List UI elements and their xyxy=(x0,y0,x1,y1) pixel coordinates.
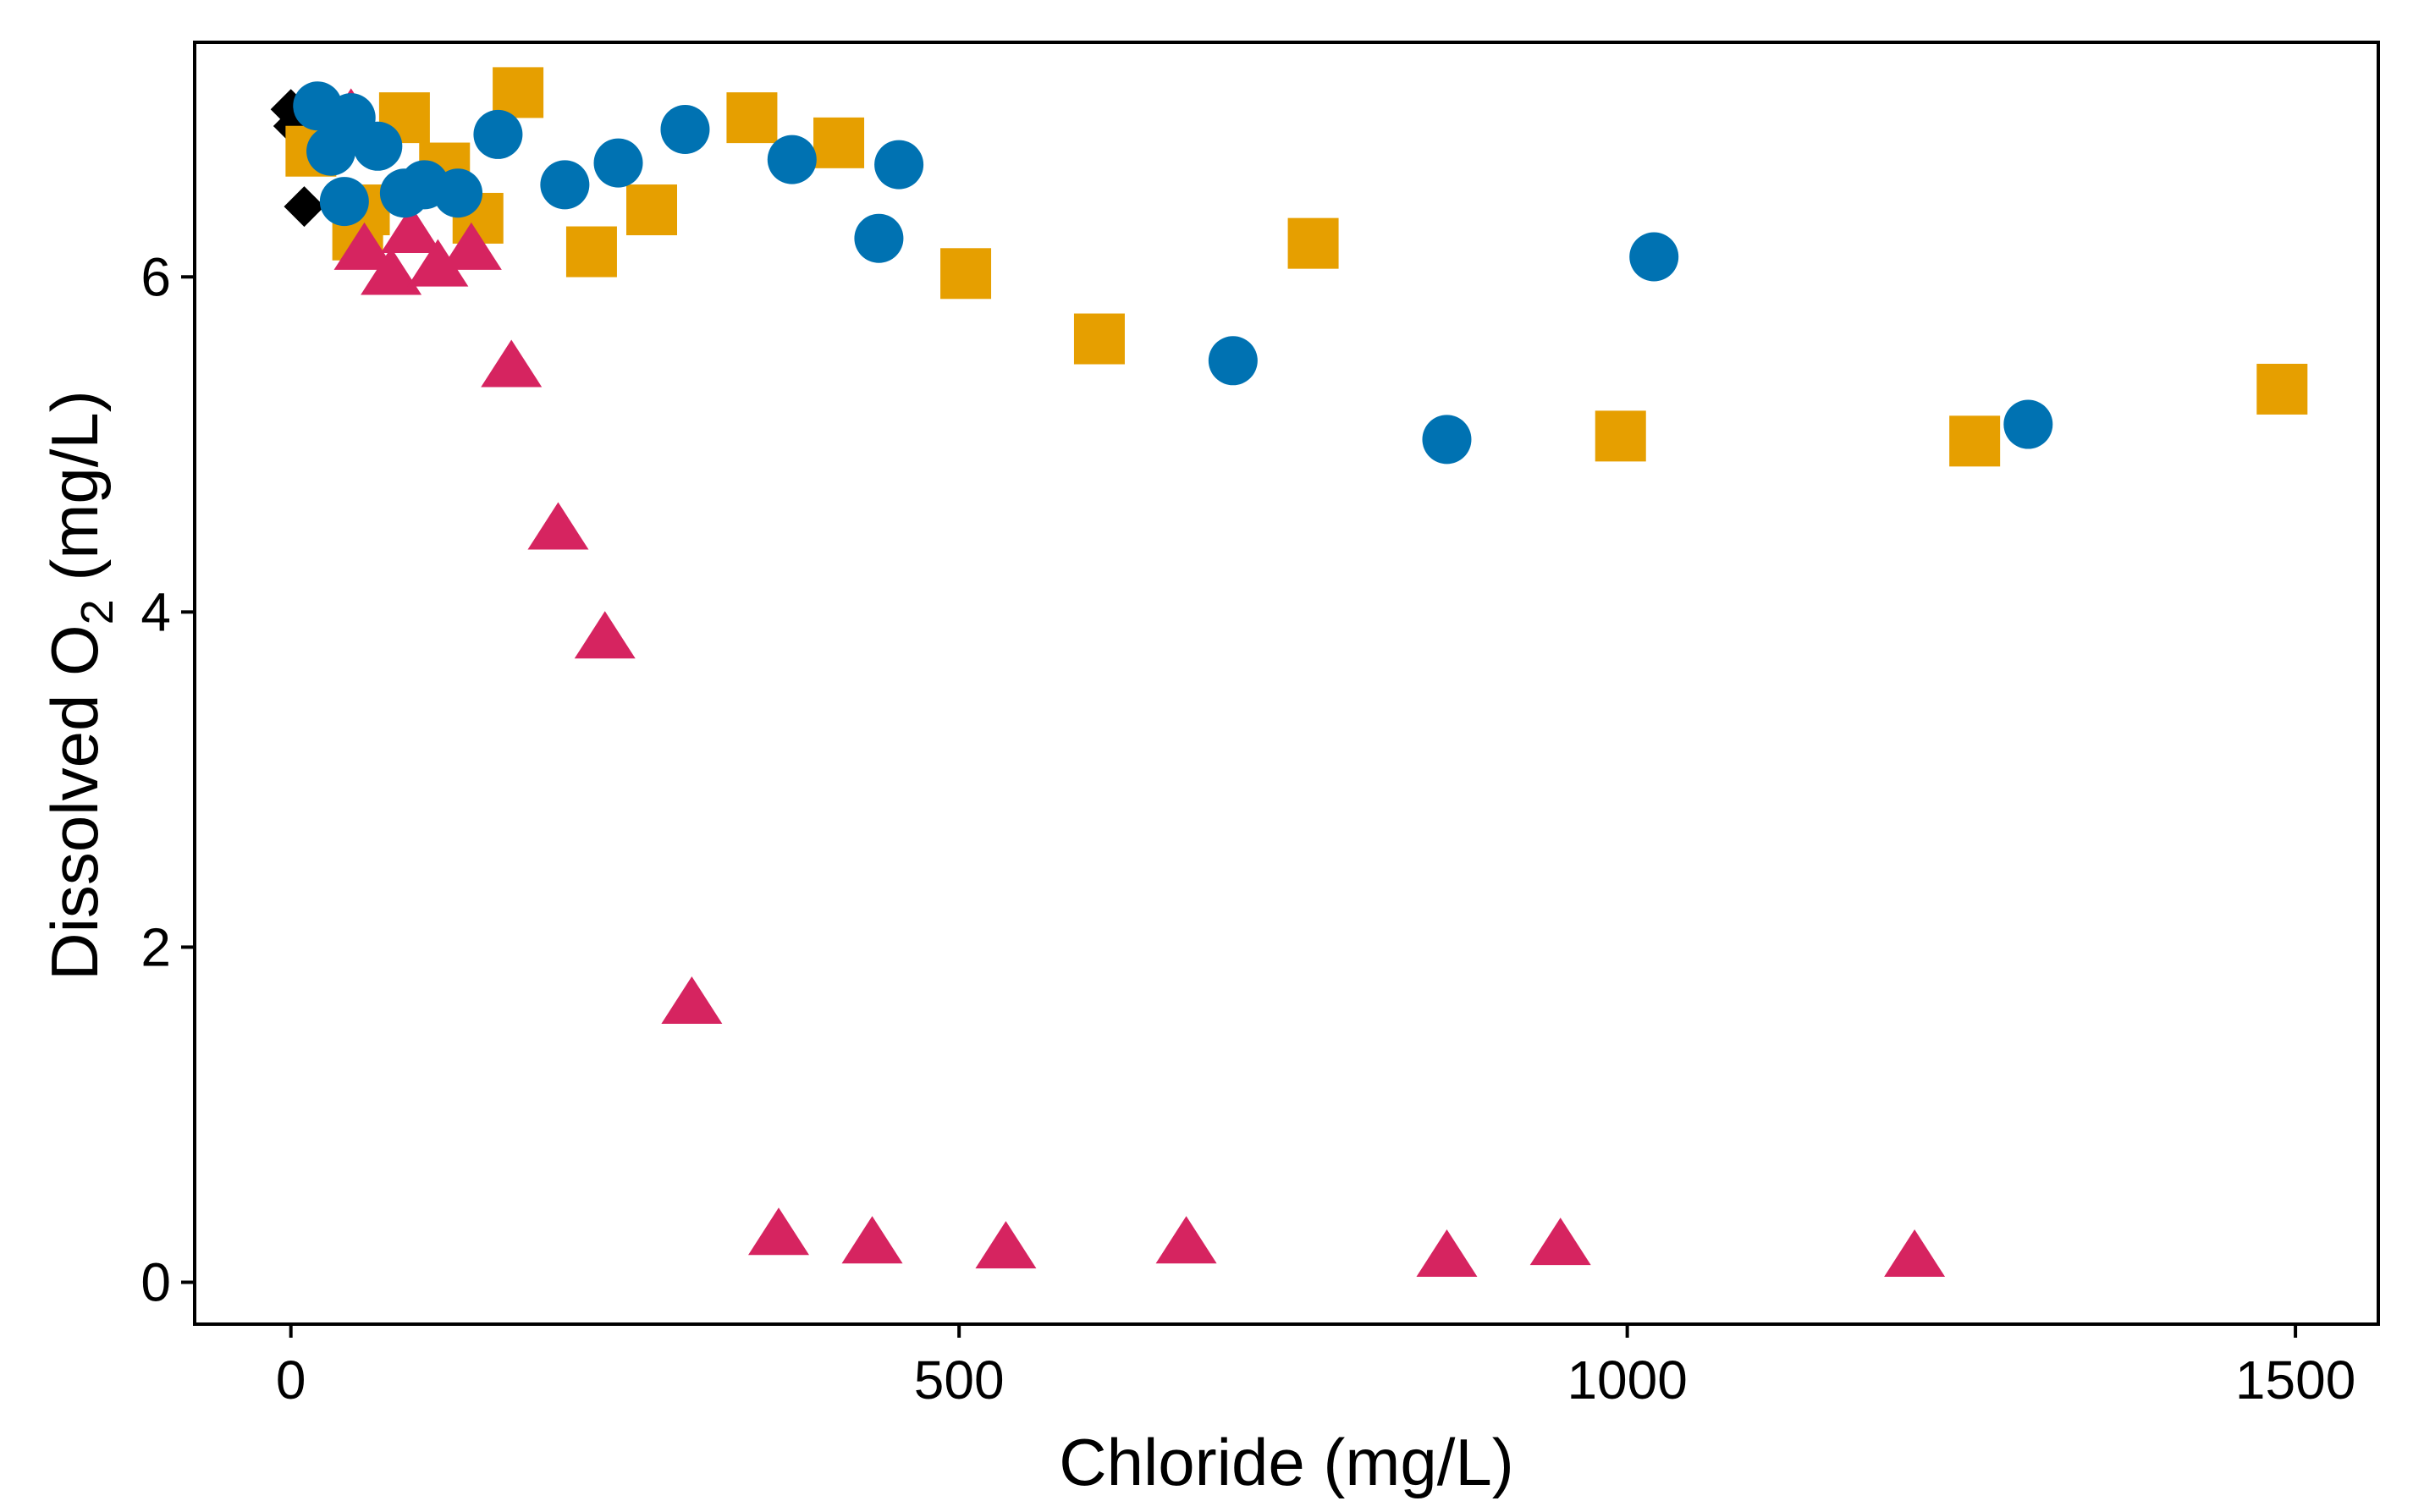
triangle-point xyxy=(1884,1229,1946,1278)
square-series xyxy=(285,67,2308,467)
square-point xyxy=(1073,313,1125,365)
triangle-series xyxy=(320,88,1946,1278)
y-axis-title-suffix: (mg/L) xyxy=(37,390,112,599)
square-point xyxy=(626,184,677,236)
triangle-point xyxy=(1529,1218,1591,1266)
y-tick-label: 2 xyxy=(140,916,171,977)
circle-point xyxy=(473,109,523,159)
triangle-point xyxy=(661,976,723,1025)
x-axis-ticks: 0 500 1000 1500 xyxy=(276,1324,2355,1410)
circle-point xyxy=(660,104,710,154)
circle-point xyxy=(1422,415,1472,465)
triangle-point xyxy=(407,239,469,287)
circle-point xyxy=(319,177,369,227)
triangle-point xyxy=(841,1216,903,1264)
triangle-point xyxy=(574,611,636,659)
square-point xyxy=(493,67,544,118)
square-point xyxy=(813,117,865,168)
y-tick-label: 4 xyxy=(140,581,171,642)
x-tick-label: 1500 xyxy=(2235,1350,2355,1410)
x-axis-title: Chloride (mg/L) xyxy=(1059,1425,1514,1499)
x-tick-label: 500 xyxy=(914,1350,1005,1410)
circle-series xyxy=(293,81,2053,465)
x-tick-label: 0 xyxy=(276,1350,306,1410)
circle-point xyxy=(1629,232,1679,282)
triangle-point xyxy=(380,206,442,254)
square-point xyxy=(1949,415,2001,467)
circle-point xyxy=(1208,336,1258,386)
circle-point xyxy=(353,121,403,171)
triangle-point xyxy=(975,1221,1037,1269)
x-tick-label: 1000 xyxy=(1567,1350,1687,1410)
square-point xyxy=(565,226,617,278)
y-axis-ticks: 0 2 4 6 xyxy=(140,246,195,1312)
y-tick-label: 6 xyxy=(140,246,171,307)
triangle-point xyxy=(361,247,422,295)
triangle-point xyxy=(1155,1216,1217,1264)
triangle-point xyxy=(440,222,502,270)
square-point xyxy=(940,248,992,300)
circle-point xyxy=(433,168,483,218)
triangle-point xyxy=(1416,1229,1478,1278)
circle-point xyxy=(593,138,643,188)
circle-point xyxy=(540,160,590,210)
y-axis-title-main: Dissolved O xyxy=(37,624,112,980)
square-point xyxy=(1595,410,1646,462)
triangle-point xyxy=(333,222,395,270)
plot-frame xyxy=(193,41,2380,1326)
y-tick-label: 0 xyxy=(140,1251,171,1312)
circle-point xyxy=(767,135,817,184)
circle-point xyxy=(874,140,924,190)
diamond-point xyxy=(284,186,325,228)
triangle-point xyxy=(527,502,589,550)
circle-point xyxy=(854,213,904,263)
y-axis-title: Dissolved O2 (mg/L) xyxy=(37,390,123,981)
triangle-point xyxy=(748,1207,809,1256)
y-axis-title-subscript: 2 xyxy=(72,599,123,624)
square-point xyxy=(1287,217,1339,269)
data-marks xyxy=(270,67,2308,1278)
square-point xyxy=(726,92,778,144)
square-point xyxy=(2256,363,2308,415)
circle-point xyxy=(2003,399,2053,449)
triangle-point xyxy=(481,339,543,388)
